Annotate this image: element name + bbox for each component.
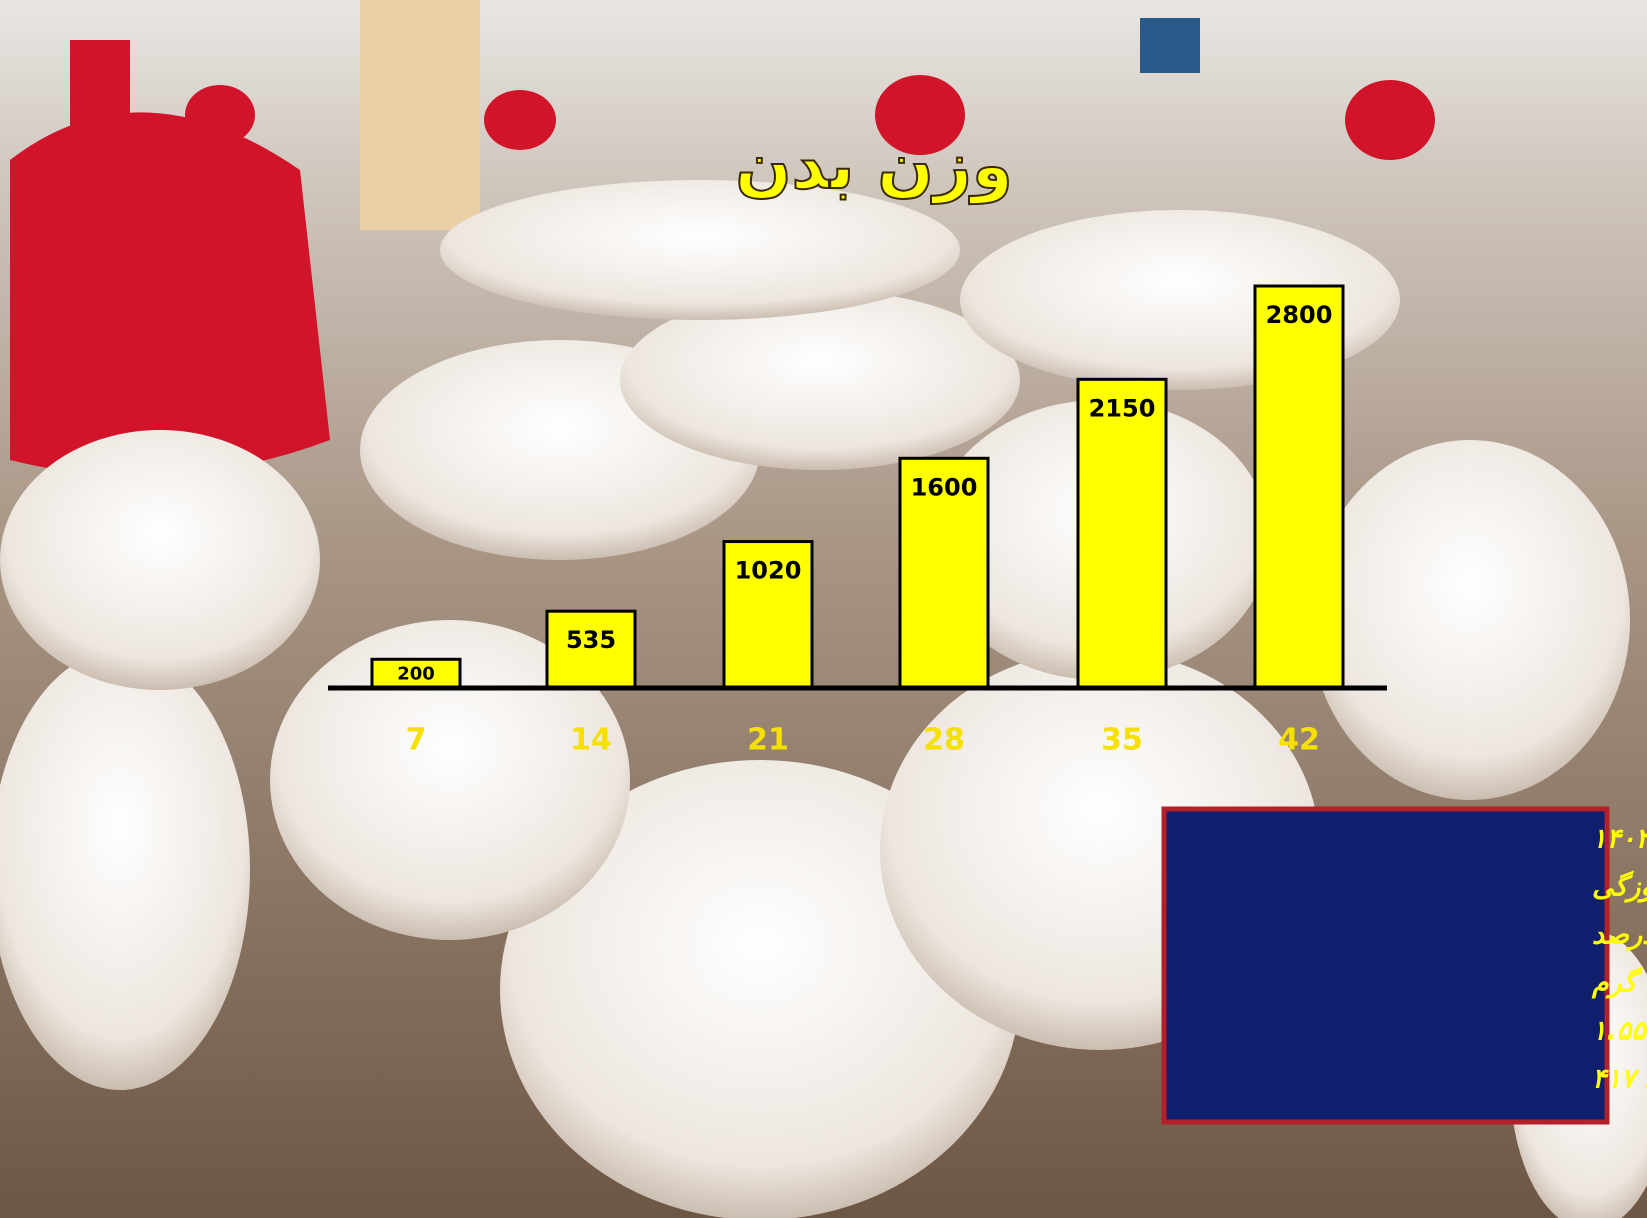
chart-title: وزن بدن bbox=[735, 127, 1013, 205]
value-label: 2800 bbox=[1266, 301, 1333, 329]
info-line: ضریب تبدیل خوراک: ۱.۵۵ bbox=[1592, 1016, 1647, 1048]
x-tick-label: 7 bbox=[406, 723, 427, 758]
value-label: 535 bbox=[566, 626, 616, 654]
info-box-background bbox=[1164, 809, 1607, 1122]
info-box: شهریور و مهر ۱۴۰۲ ۴۲ روزگی تلفات و حذف: ۲.… bbox=[1164, 809, 1647, 1122]
value-label: 1600 bbox=[911, 473, 978, 501]
x-tick-label: 14 bbox=[570, 723, 612, 758]
info-line: وزن بدن: ۲۸۰۰ گرم bbox=[1591, 967, 1647, 1000]
info-line: تلفات و حذف: ۲.۸۷ درصد bbox=[1592, 920, 1647, 952]
info-line: شهریور و مهر ۱۴۰۲ bbox=[1592, 824, 1647, 856]
chart: وزن بدن 200 7 535 14 1020 21 1600 28 2150 35 2800 4… bbox=[0, 0, 1647, 1218]
info-line: شاخص تولید اروپایی: ۴۱۷ bbox=[1592, 1064, 1647, 1096]
bar bbox=[1255, 286, 1343, 688]
x-tick-label: 42 bbox=[1278, 723, 1320, 758]
value-label: 200 bbox=[397, 664, 435, 685]
x-tick-label: 28 bbox=[923, 723, 965, 758]
value-label: 1020 bbox=[735, 557, 802, 585]
value-label: 2150 bbox=[1089, 394, 1156, 422]
info-line: ۴۲ روزگی bbox=[1592, 871, 1647, 904]
bar bbox=[1078, 379, 1166, 688]
x-tick-label: 35 bbox=[1101, 723, 1143, 758]
page: وزن بدن 200 7 535 14 1020 21 1600 28 2150 35 2800 4… bbox=[0, 0, 1647, 1218]
x-tick-label: 21 bbox=[747, 723, 789, 758]
